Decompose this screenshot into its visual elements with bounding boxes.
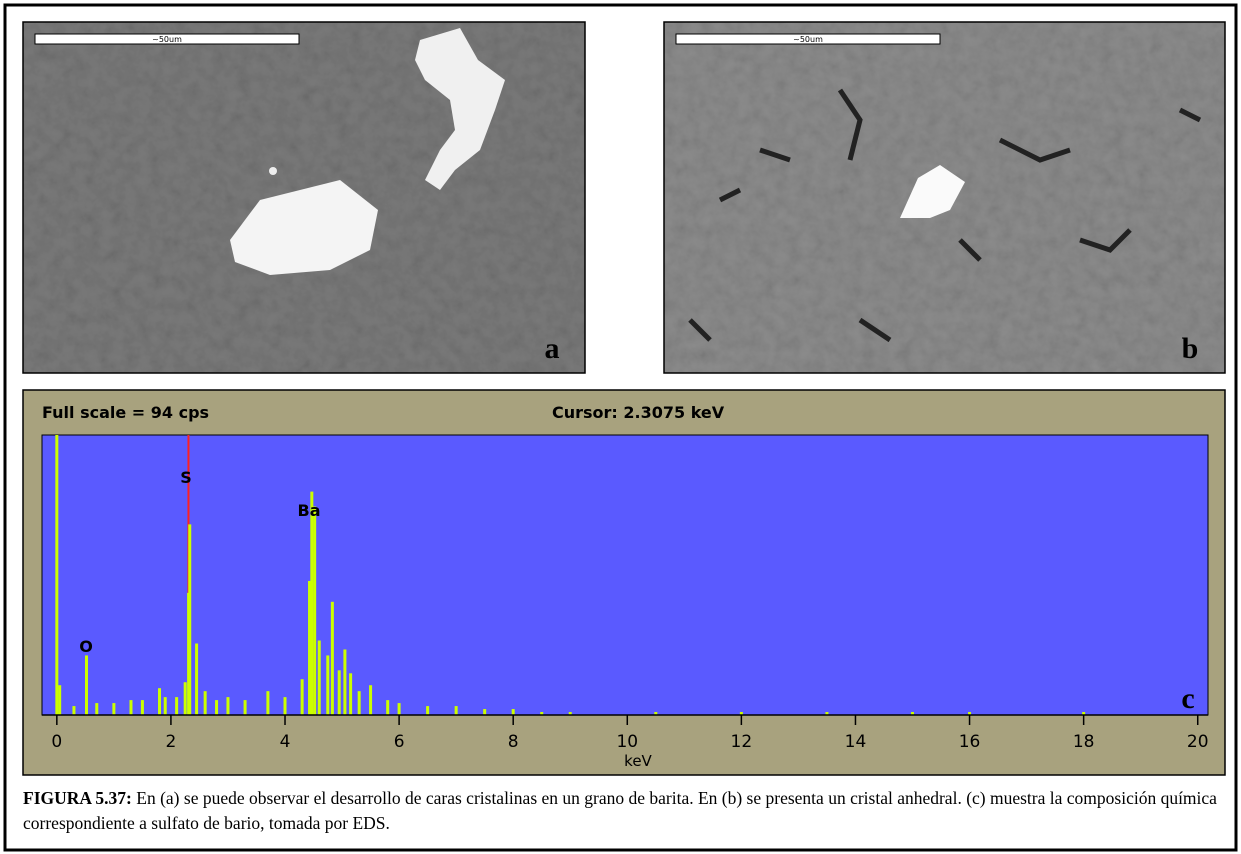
scale-bar-label: ~50um (793, 35, 823, 44)
spectrum-bar (183, 682, 187, 715)
spectrum-bar (300, 679, 304, 715)
spectrum-bar (397, 703, 401, 715)
spectrum-bar (483, 709, 487, 715)
spectrum-bar (386, 700, 390, 715)
spectrum-bar (188, 524, 192, 715)
peak-label: S (180, 468, 192, 487)
x-tick-label: 8 (508, 732, 519, 752)
figure-border (3, 3, 1238, 852)
scale-bar-label: ~50um (152, 35, 182, 44)
spectrum-bar (426, 706, 430, 715)
spectrum-bar (283, 697, 287, 715)
spectrum-bar (226, 697, 230, 715)
spectrum-bar (317, 640, 321, 715)
spectrum-bar (243, 700, 247, 715)
spectrum-bar (140, 700, 144, 715)
x-tick-label: 10 (616, 732, 638, 752)
spectrum-bar (58, 685, 62, 715)
spectrum-bar (72, 706, 76, 715)
spectrum-bar (349, 673, 353, 715)
x-tick-label: 14 (845, 732, 867, 752)
spectrum-bar (568, 712, 572, 715)
spectrum-bar (163, 697, 167, 715)
spectrum-bar (203, 691, 207, 715)
spectrum-bar (129, 700, 133, 715)
spectrum-bar (112, 703, 116, 715)
spectrum-bar (511, 709, 515, 715)
spectrum-bar (343, 649, 347, 715)
caption-text: En (a) se puede observar el desarrollo d… (23, 788, 1217, 833)
panel-label: b (1182, 332, 1199, 365)
spectrum-bar (175, 697, 179, 715)
x-tick-label: 16 (959, 732, 981, 752)
spectrum-bar (654, 712, 658, 715)
caption-label: FIGURA 5.37: (23, 788, 132, 808)
panel-label: a (545, 332, 560, 365)
spectrum-bar (308, 580, 312, 715)
spectrum-bar (540, 712, 544, 715)
peak-label: O (79, 637, 93, 656)
spectrum-bar (84, 655, 88, 715)
spectrum-bar (95, 703, 99, 715)
panel-label: c (1181, 682, 1194, 715)
spectrum-bar (825, 712, 829, 715)
spectrum-bar (1082, 712, 1086, 715)
spectrum-bar (266, 691, 270, 715)
x-tick-label: 4 (280, 732, 291, 752)
spectrum-bar (313, 506, 317, 715)
spectrum-bar (158, 688, 162, 715)
spectrum-bar (911, 712, 915, 715)
x-tick-label: 6 (394, 732, 405, 752)
sem-image-a (22, 21, 586, 374)
spectrum-bar (330, 601, 334, 715)
x-tick-label: 20 (1187, 732, 1209, 752)
spectrum-bar (195, 643, 199, 715)
x-tick-label: 0 (51, 732, 62, 752)
spectrum-bar (968, 712, 972, 715)
spectrum-bar (337, 670, 341, 715)
spectrum-bar (55, 435, 59, 715)
spectrum-bar (326, 655, 330, 715)
x-tick-label: 18 (1073, 732, 1095, 752)
spectrum-bar (369, 685, 373, 715)
full-scale: Full scale = 94 cps (42, 403, 209, 422)
spectrum: 0 2 4 6 8 10 12 14 16 18 20 (51, 435, 1209, 752)
spectrum-bar (739, 712, 743, 715)
caption: FIGURA 5.37: En (a) se puede observar el… (23, 786, 1223, 836)
x-axis-title: keV (624, 752, 652, 770)
peak-label: Ba (298, 501, 321, 520)
spectrum-bar (357, 691, 361, 715)
cursor-readout: Cursor: 2.3075 keV (552, 403, 725, 422)
x-tick-label: 12 (731, 732, 753, 752)
spectrum-bar (215, 700, 219, 715)
spectrum-bar (310, 491, 314, 715)
plot-area (41, 434, 1209, 716)
sem-image-b (663, 21, 1226, 374)
x-tick-label: 2 (166, 732, 177, 752)
spectrum-bar (454, 706, 458, 715)
